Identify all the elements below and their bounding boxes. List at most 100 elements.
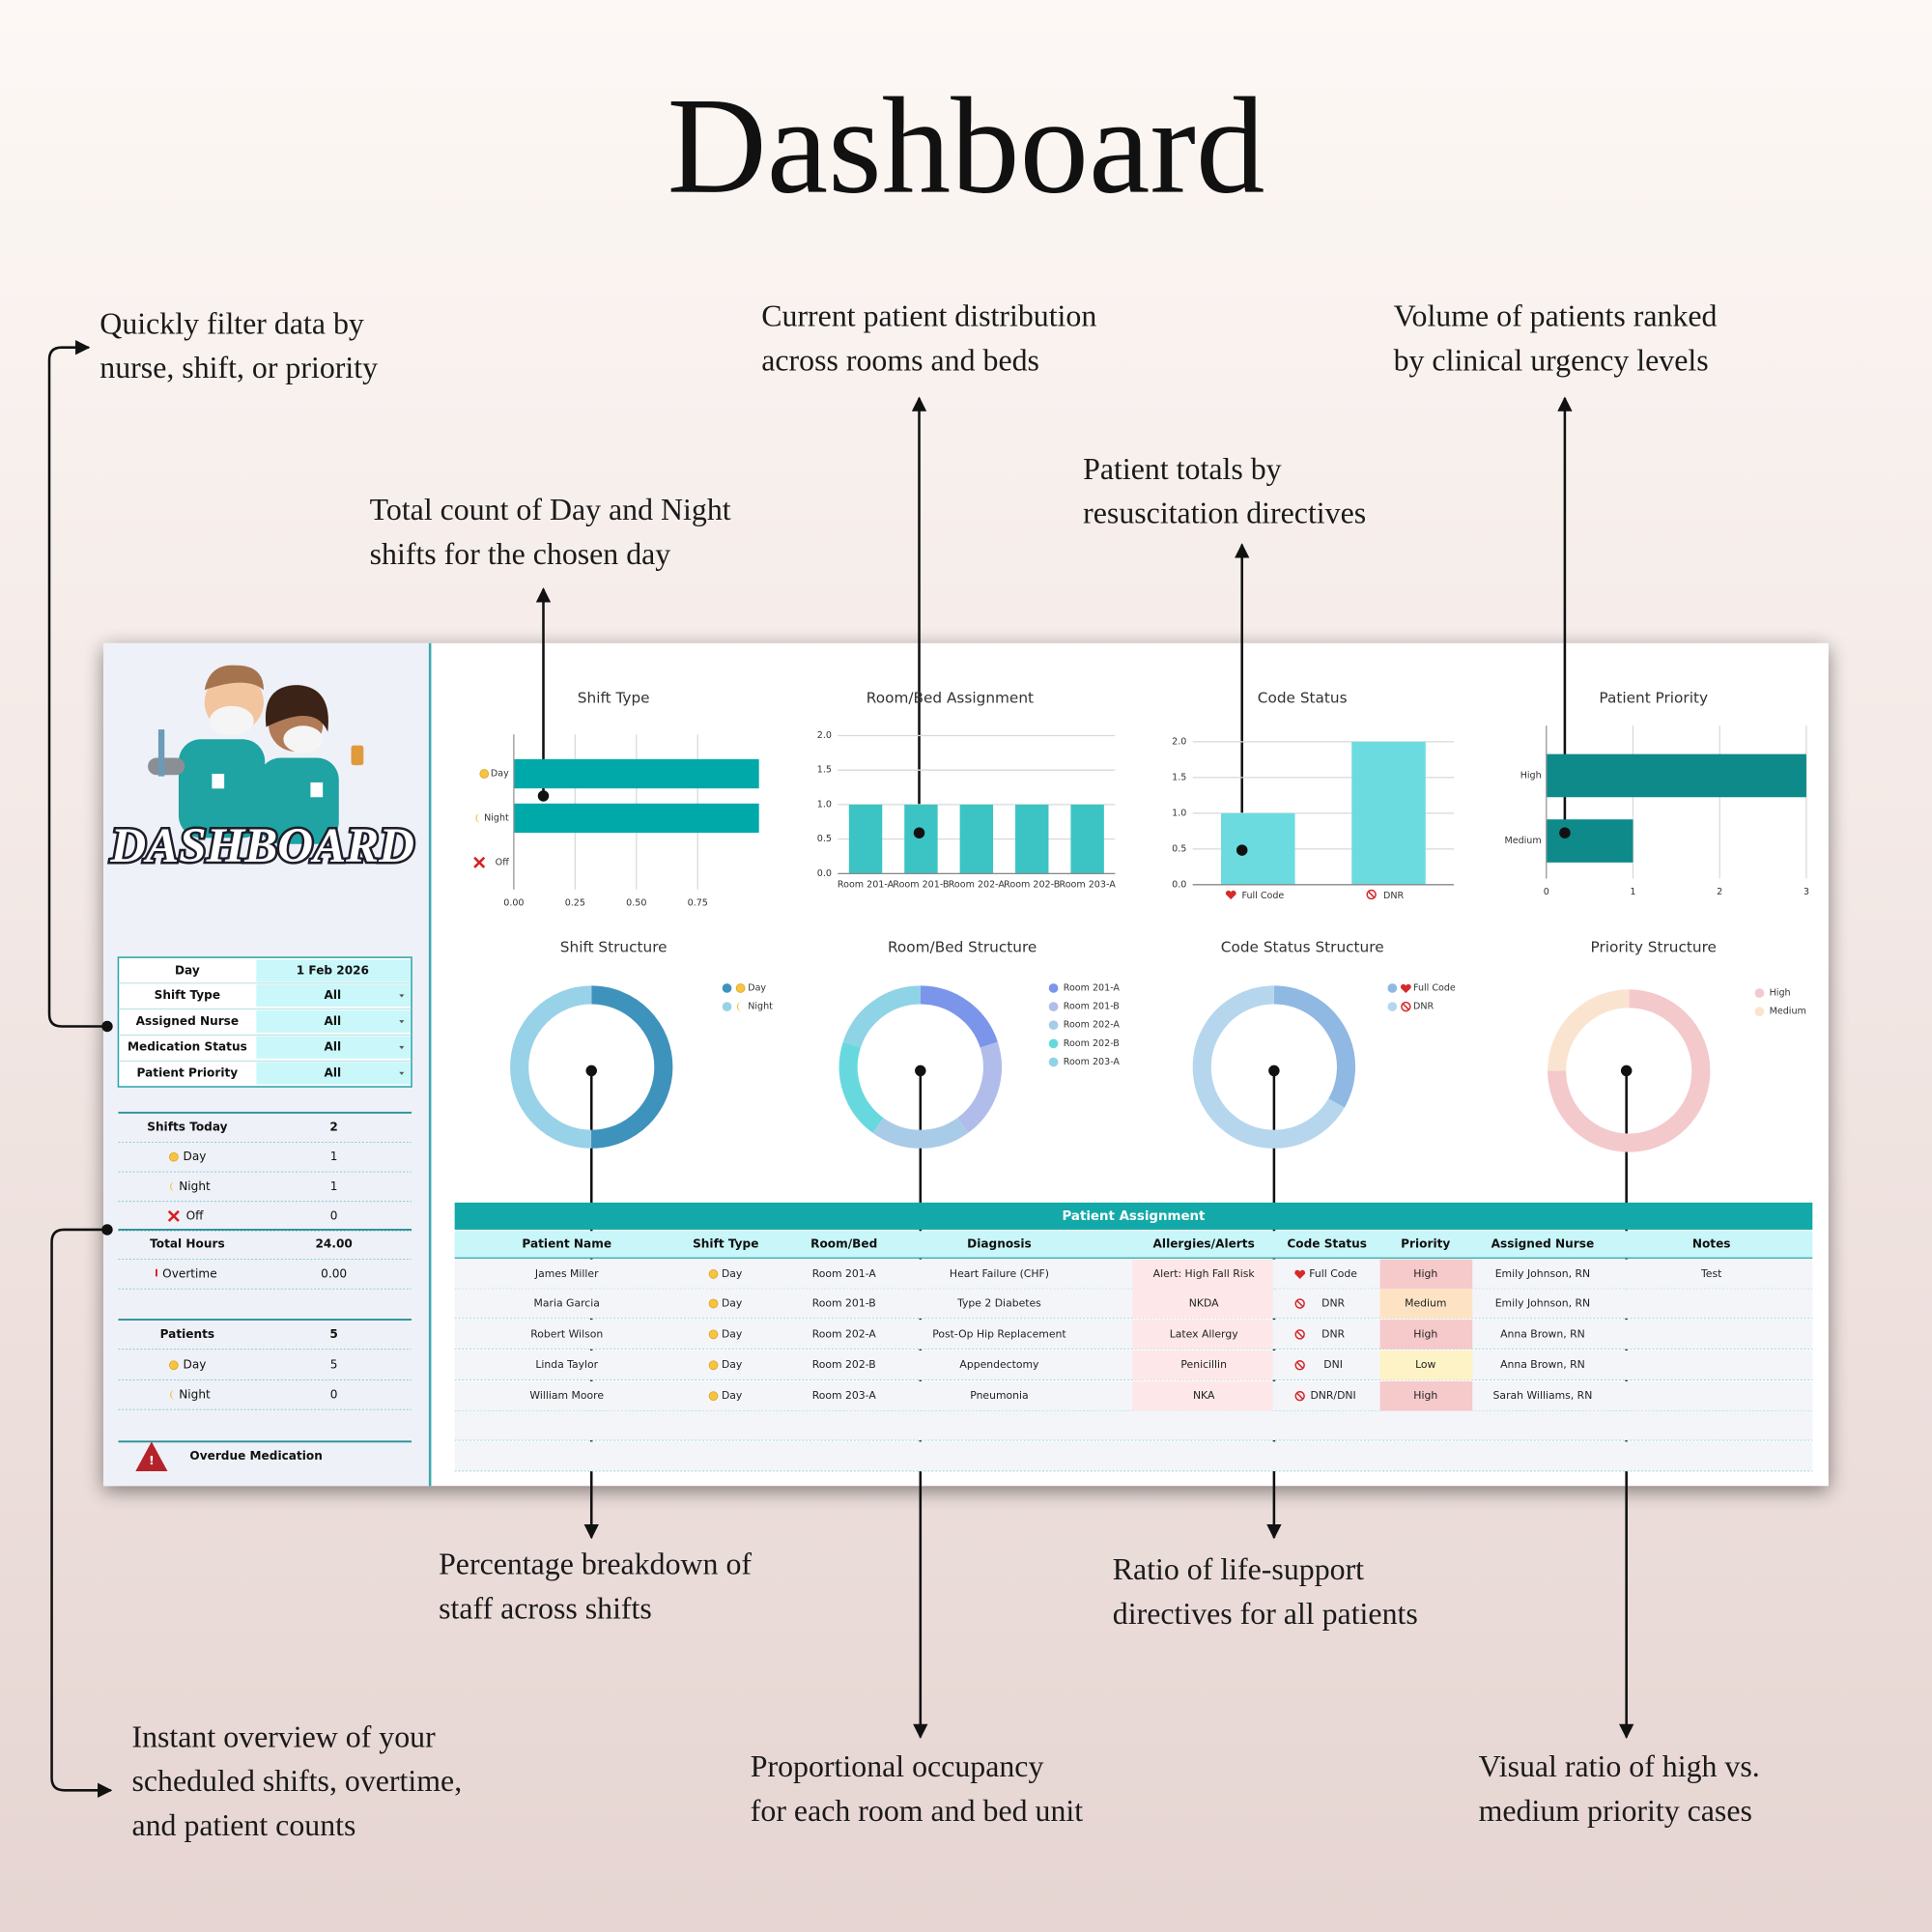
donut-slice xyxy=(1273,985,1355,1108)
table-cell: Day xyxy=(722,1267,743,1280)
table-cell: James Miller xyxy=(534,1267,599,1280)
legend-label: Room 202-A xyxy=(1064,1020,1121,1031)
dropdown-arrow[interactable] xyxy=(399,994,405,998)
annotation-text: Instant overview of your xyxy=(131,1719,436,1753)
annotation-text: for each room and bed unit xyxy=(751,1794,1083,1828)
y-tick-label: 2.0 xyxy=(1172,736,1186,747)
table-cell: Pneumonia xyxy=(970,1389,1028,1402)
x-tick-label: Room 202-B xyxy=(1004,879,1060,890)
chart-title: Shift Structure xyxy=(560,938,668,955)
ban-icon xyxy=(1402,1003,1410,1010)
moon-icon xyxy=(170,1389,176,1400)
allergy-cell xyxy=(1132,1289,1273,1319)
table-title-bar xyxy=(454,1202,1813,1230)
y-tick-label: 0.0 xyxy=(817,868,832,879)
filter-label: Assigned Nurse xyxy=(136,1014,239,1028)
summary-label: Shifts Today xyxy=(147,1121,227,1134)
filter-value-cell xyxy=(256,1062,411,1085)
y-tick-label: Off xyxy=(496,857,510,867)
table-cell: Type 2 Diabetes xyxy=(956,1296,1041,1309)
table-cell: Anna Brown, RN xyxy=(1500,1358,1585,1371)
x-tick-label: 0.25 xyxy=(565,897,585,908)
table-cell: Day xyxy=(722,1358,743,1371)
annotation-text: Total count of Day and Night xyxy=(370,493,731,526)
dropdown-arrow[interactable] xyxy=(399,1020,405,1024)
allergy-cell xyxy=(1132,1320,1273,1350)
summary-label: Day xyxy=(184,1358,207,1372)
annotation-text: staff across shifts xyxy=(439,1592,652,1626)
bar xyxy=(959,804,994,874)
annotation-text: Quickly filter data by xyxy=(99,306,364,340)
legend-label: High xyxy=(1770,988,1791,999)
arrow-dot xyxy=(1236,844,1248,856)
priority-cell xyxy=(1379,1289,1473,1319)
table-row xyxy=(454,1410,1813,1441)
bar xyxy=(848,804,883,874)
ban-icon xyxy=(1366,889,1377,900)
legend-label: Room 203-A xyxy=(1064,1057,1121,1067)
ban-icon xyxy=(1294,1329,1305,1340)
donut-slice xyxy=(920,985,998,1048)
donut-slice xyxy=(842,985,922,1048)
table-cell: Room 203-A xyxy=(812,1389,877,1402)
column-header: Priority xyxy=(1401,1237,1450,1251)
dropdown-arrow[interactable] xyxy=(399,1071,405,1075)
table-cell: Low xyxy=(1415,1358,1435,1371)
table-cell: Linda Taylor xyxy=(535,1358,598,1371)
arrow-dot xyxy=(1620,1065,1633,1077)
table-cell: Room 201-A xyxy=(812,1267,877,1280)
column-header: Patient Name xyxy=(522,1237,611,1251)
filter-value-cell xyxy=(256,1009,411,1033)
y-tick-label: 1.5 xyxy=(817,765,832,776)
sun-icon xyxy=(708,1360,719,1371)
cross-icon xyxy=(167,1209,180,1222)
ban-icon xyxy=(1294,1298,1305,1309)
summary-value: 2 xyxy=(329,1121,337,1134)
y-tick-label: 1.0 xyxy=(1172,808,1186,818)
legend-swatch xyxy=(1754,988,1765,998)
arrow-dot xyxy=(101,1020,113,1033)
table-cell: DNR xyxy=(1321,1327,1345,1340)
sun-icon xyxy=(708,1391,719,1401)
annotation-text: nurse, shift, or priority xyxy=(99,351,378,384)
bar xyxy=(1221,812,1295,885)
sun-icon xyxy=(169,1151,179,1162)
legend-label: Full Code xyxy=(1413,982,1456,993)
table-cell: Appendectomy xyxy=(959,1358,1039,1371)
bar xyxy=(513,803,759,834)
logo-text: DASHBOARD xyxy=(109,819,414,873)
summary-label: Patients xyxy=(160,1327,214,1341)
chart-title: Code Status xyxy=(1258,690,1348,707)
bar xyxy=(1546,753,1806,798)
x-tick-label: Full Code xyxy=(1241,891,1284,901)
legend-swatch xyxy=(1048,1020,1059,1031)
filter-value-cell xyxy=(256,959,411,982)
column-header: Allergies/Alerts xyxy=(1153,1237,1255,1251)
donut-slice xyxy=(1192,985,1345,1149)
table-cell: High xyxy=(1413,1267,1437,1280)
x-tick-label: DNR xyxy=(1383,891,1404,901)
x-tick-label: 0 xyxy=(1544,887,1549,897)
priority-cell xyxy=(1379,1320,1473,1350)
priority-cell xyxy=(1379,1259,1473,1290)
dropdown-arrow[interactable] xyxy=(399,1045,405,1050)
summary-value: 5 xyxy=(330,1358,338,1372)
filter-value-cell xyxy=(256,1036,411,1059)
alert-icon xyxy=(135,1441,168,1471)
table-cell: William Moore xyxy=(529,1389,604,1402)
arrow-dot xyxy=(1268,1065,1280,1077)
arrow-dot xyxy=(537,790,550,802)
x-tick-label: 0.75 xyxy=(688,897,708,908)
y-tick-label: 0.5 xyxy=(817,834,832,844)
summary-label: Off xyxy=(186,1208,205,1222)
ban-icon xyxy=(1294,1360,1305,1371)
table-cell: NKA xyxy=(1193,1389,1215,1402)
x-tick-label: 2 xyxy=(1717,887,1722,897)
x-tick-label: 3 xyxy=(1804,887,1809,897)
legend-label: Room 202-B xyxy=(1064,1038,1120,1049)
y-tick-label: Night xyxy=(484,812,509,823)
y-tick-label: 0.5 xyxy=(1172,843,1186,854)
summary-value: 1 xyxy=(330,1150,338,1163)
